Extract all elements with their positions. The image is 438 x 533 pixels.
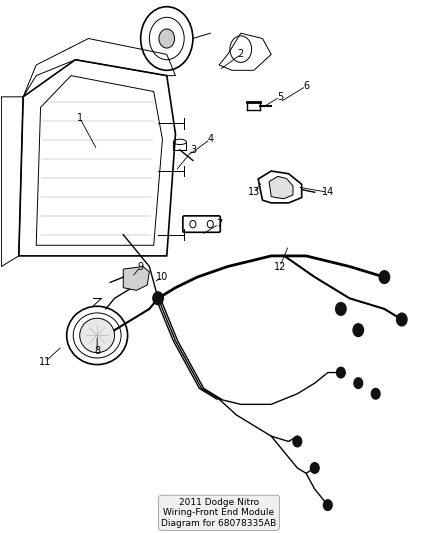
Text: 3: 3: [190, 145, 196, 155]
Circle shape: [311, 463, 319, 473]
Text: 5: 5: [277, 92, 283, 102]
Circle shape: [371, 389, 380, 399]
Circle shape: [354, 378, 363, 389]
Polygon shape: [269, 176, 293, 199]
Text: 2011 Dodge Nitro
Wiring-Front End Module
Diagram for 68078335AB: 2011 Dodge Nitro Wiring-Front End Module…: [161, 498, 277, 528]
Text: 13: 13: [248, 187, 260, 197]
Text: 9: 9: [138, 262, 144, 271]
Text: 2: 2: [238, 50, 244, 59]
Text: 8: 8: [94, 346, 100, 357]
Ellipse shape: [80, 318, 115, 353]
Circle shape: [336, 367, 345, 378]
Circle shape: [323, 500, 332, 511]
Circle shape: [159, 29, 175, 48]
Circle shape: [379, 271, 390, 284]
Text: 11: 11: [39, 357, 51, 367]
Circle shape: [396, 313, 407, 326]
Text: 10: 10: [156, 272, 169, 282]
Circle shape: [153, 292, 163, 305]
Text: 1: 1: [77, 113, 83, 123]
Text: 7: 7: [216, 219, 222, 229]
Circle shape: [353, 324, 364, 336]
Polygon shape: [123, 266, 149, 290]
Circle shape: [190, 220, 196, 228]
Circle shape: [293, 436, 302, 447]
Text: 12: 12: [274, 262, 286, 271]
Text: 4: 4: [207, 134, 213, 144]
Text: 14: 14: [321, 187, 334, 197]
Circle shape: [336, 303, 346, 316]
Circle shape: [207, 220, 213, 228]
Text: 6: 6: [303, 81, 309, 91]
